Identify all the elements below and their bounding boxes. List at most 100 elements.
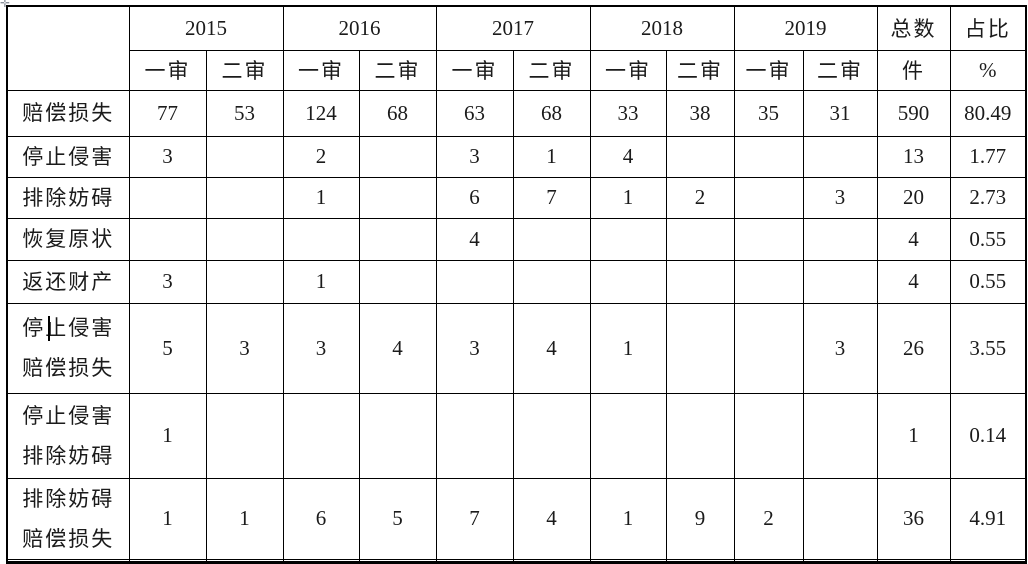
instance-header-second[interactable]: 二审 xyxy=(358,49,437,91)
table-cell[interactable]: 63 xyxy=(435,89,514,137)
table-cell[interactable] xyxy=(733,135,804,178)
table-cell[interactable]: 3 xyxy=(128,259,207,304)
table-cell[interactable]: 3 xyxy=(128,135,207,178)
table-cell[interactable] xyxy=(733,302,804,394)
corner-empty-cell[interactable] xyxy=(6,5,130,91)
table-cell[interactable]: 3 xyxy=(435,302,514,394)
ratio-cell[interactable]: 0.55 xyxy=(949,217,1027,261)
table-cell[interactable]: 77 xyxy=(128,89,207,137)
row-label[interactable]: 排除妨碍 xyxy=(6,176,130,219)
table-cell[interactable]: 1 xyxy=(589,302,667,394)
ratio-unit-header[interactable]: % xyxy=(949,49,1027,91)
table-cell[interactable] xyxy=(358,392,437,479)
table-cell[interactable] xyxy=(665,392,735,479)
table-cell[interactable] xyxy=(665,259,735,304)
ratio-cell[interactable]: 80.49 xyxy=(949,89,1027,137)
table-cell[interactable] xyxy=(358,135,437,178)
table-cell[interactable] xyxy=(733,176,804,219)
table-cell[interactable]: 3 xyxy=(205,302,284,394)
table-cell[interactable] xyxy=(435,392,514,479)
table-cell[interactable]: 6 xyxy=(282,477,360,560)
year-header-2015[interactable]: 2015 xyxy=(128,5,284,51)
table-cell[interactable] xyxy=(435,259,514,304)
table-cell[interactable] xyxy=(802,217,878,261)
table-cell[interactable] xyxy=(733,392,804,479)
row-label[interactable]: 返还财产 xyxy=(6,259,130,304)
table-cell[interactable]: 68 xyxy=(512,89,591,137)
table-cell[interactable]: 9 xyxy=(665,477,735,560)
table-cell[interactable] xyxy=(802,259,878,304)
table-cell[interactable] xyxy=(358,259,437,304)
table-cell[interactable]: 4 xyxy=(435,217,514,261)
table-cell[interactable]: 4 xyxy=(589,135,667,178)
table-cell[interactable] xyxy=(205,259,284,304)
ratio-cell[interactable]: 0.14 xyxy=(949,392,1027,479)
row-label[interactable]: 排除妨碍 赔偿损失 xyxy=(6,477,130,560)
table-cell[interactable] xyxy=(282,392,360,479)
table-cell[interactable] xyxy=(205,217,284,261)
table-cell[interactable] xyxy=(282,217,360,261)
table-cell[interactable] xyxy=(205,135,284,178)
total-cell[interactable]: 20 xyxy=(876,176,951,219)
table-cell[interactable]: 4 xyxy=(512,477,591,560)
table-cell[interactable]: 3 xyxy=(282,302,360,394)
row-label[interactable]: 停止侵害 排除妨碍 xyxy=(6,392,130,479)
table-move-handle-icon[interactable]: ✛ xyxy=(0,0,11,9)
row-label[interactable]: 停止侵害 xyxy=(6,135,130,178)
table-cell[interactable] xyxy=(802,135,878,178)
total-cell[interactable]: 1 xyxy=(876,392,951,479)
table-cell[interactable]: 35 xyxy=(733,89,804,137)
instance-header-second[interactable]: 二审 xyxy=(205,49,284,91)
table-cell[interactable]: 1 xyxy=(128,392,207,479)
row-label[interactable]: 停止侵害 赔偿损失 xyxy=(6,302,130,394)
instance-header-second[interactable]: 二审 xyxy=(802,49,878,91)
total-cell[interactable]: 36 xyxy=(876,477,951,560)
table-cell[interactable]: 1 xyxy=(512,135,591,178)
table-cell[interactable]: 3 xyxy=(435,135,514,178)
row-label[interactable]: 恢复原状 xyxy=(6,217,130,261)
table-cell[interactable]: 68 xyxy=(358,89,437,137)
table-cell[interactable] xyxy=(733,217,804,261)
row-label[interactable]: 赔偿损失 xyxy=(6,89,130,137)
total-cell[interactable]: 4 xyxy=(876,217,951,261)
table-cell[interactable] xyxy=(358,217,437,261)
table-cell[interactable] xyxy=(589,217,667,261)
total-cell[interactable]: 590 xyxy=(876,89,951,137)
ratio-header[interactable]: 占比 xyxy=(949,5,1027,51)
table-cell[interactable]: 33 xyxy=(589,89,667,137)
instance-header-second[interactable]: 二审 xyxy=(665,49,735,91)
table-cell[interactable] xyxy=(128,176,207,219)
table-cell[interactable]: 31 xyxy=(802,89,878,137)
total-cell[interactable]: 13 xyxy=(876,135,951,178)
table-cell[interactable]: 1 xyxy=(128,477,207,560)
instance-header-first[interactable]: 一审 xyxy=(435,49,514,91)
table-cell[interactable]: 2 xyxy=(282,135,360,178)
table-cell[interactable] xyxy=(512,259,591,304)
table-cell[interactable] xyxy=(665,217,735,261)
table-cell[interactable]: 1 xyxy=(589,477,667,560)
year-header-2016[interactable]: 2016 xyxy=(282,5,437,51)
table-cell[interactable] xyxy=(128,217,207,261)
year-header-2019[interactable]: 2019 xyxy=(733,5,878,51)
year-header-2017[interactable]: 2017 xyxy=(435,5,591,51)
total-unit-header[interactable]: 件 xyxy=(876,49,951,91)
table-cell[interactable]: 1 xyxy=(282,259,360,304)
table-cell[interactable]: 3 xyxy=(802,302,878,394)
table-cell[interactable] xyxy=(733,259,804,304)
table-cell[interactable]: 5 xyxy=(358,477,437,560)
total-header[interactable]: 总数 xyxy=(876,5,951,51)
instance-header-first[interactable]: 一审 xyxy=(733,49,804,91)
instance-header-second[interactable]: 二审 xyxy=(512,49,591,91)
table-cell[interactable] xyxy=(205,392,284,479)
table-cell[interactable]: 1 xyxy=(282,176,360,219)
table-cell[interactable]: 3 xyxy=(802,176,878,219)
ratio-cell[interactable]: 3.55 xyxy=(949,302,1027,394)
table-cell[interactable]: 4 xyxy=(358,302,437,394)
year-header-2018[interactable]: 2018 xyxy=(589,5,735,51)
table-cell[interactable] xyxy=(589,259,667,304)
ratio-cell[interactable]: 2.73 xyxy=(949,176,1027,219)
table-cell[interactable] xyxy=(802,477,878,560)
table-cell[interactable]: 53 xyxy=(205,89,284,137)
ratio-cell[interactable]: 1.77 xyxy=(949,135,1027,178)
table-cell[interactable]: 4 xyxy=(512,302,591,394)
